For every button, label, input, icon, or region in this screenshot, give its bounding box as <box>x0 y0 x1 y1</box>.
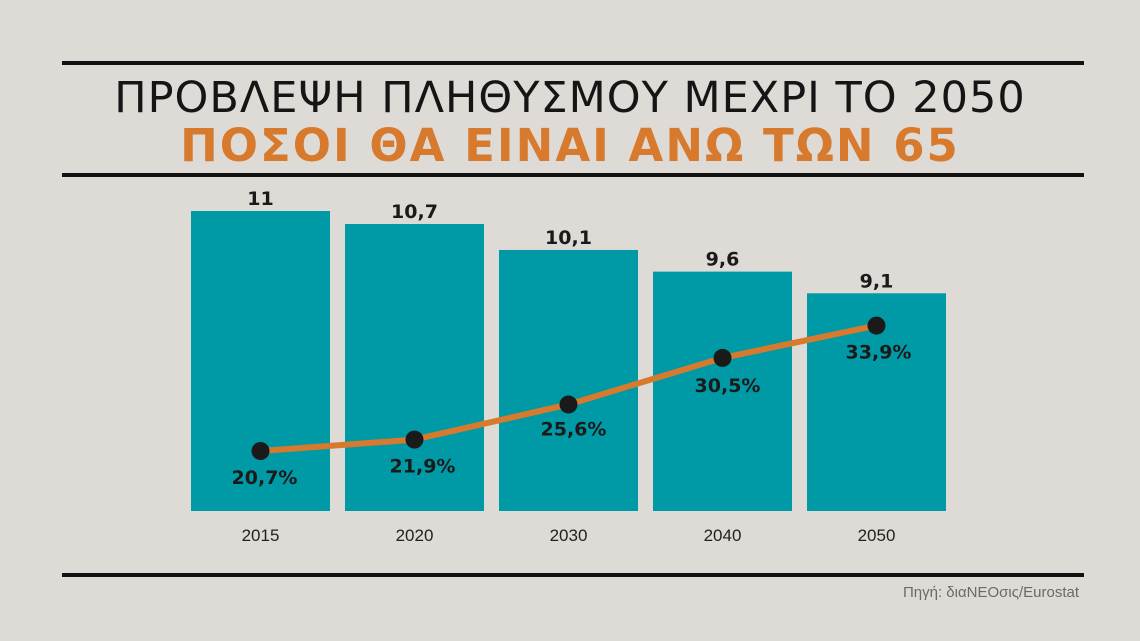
bar-2030 <box>499 249 638 511</box>
bar-label-2040: 9,6 <box>706 249 740 271</box>
marker-2030 <box>559 395 578 414</box>
chart-title: ΠΡΟΒΛΕΨΗ ΠΛΗΘΥΣΜΟΥ ΜΕΧΡΙ ΤΟ 2050 <box>114 73 1026 123</box>
title-rule <box>62 173 1084 177</box>
bottom-rule <box>62 573 1084 577</box>
bar-label-2030: 10,1 <box>545 227 592 249</box>
top-rule <box>62 61 1084 65</box>
x-tick-2040: 2040 <box>704 526 742 545</box>
x-tick-2020: 2020 <box>396 526 434 545</box>
line-label-2020: 21,9% <box>390 456 456 478</box>
source-note: Πηγή: διαΝΕΟσις/Eurostat <box>902 584 1079 601</box>
x-tick-2030: 2030 <box>550 526 588 545</box>
bar-2020 <box>345 223 484 512</box>
line-label-2050: 33,9% <box>846 342 912 364</box>
bar-2040 <box>653 271 792 511</box>
marker-2015 <box>251 442 270 460</box>
line-label-2040: 30,5% <box>695 375 761 397</box>
marker-2040 <box>713 348 732 367</box>
line-label-2015: 20,7% <box>232 467 298 489</box>
bar-label-2050: 9,1 <box>860 270 894 292</box>
line-label-2030: 25,6% <box>541 418 607 440</box>
marker-2020 <box>405 430 424 449</box>
marker-2050 <box>867 316 886 335</box>
bar-2015 <box>191 211 330 511</box>
chart-subtitle: ΠΟΣΟΙ ΘΑ ΕΙΝΑΙ ΑΝΩ ΤΩΝ 65 <box>180 119 960 172</box>
x-tick-2050: 2050 <box>858 526 896 545</box>
bar-label-2020: 10,7 <box>391 201 438 223</box>
bar-label-2015: 11 <box>247 188 273 210</box>
x-tick-2015: 2015 <box>242 526 280 545</box>
